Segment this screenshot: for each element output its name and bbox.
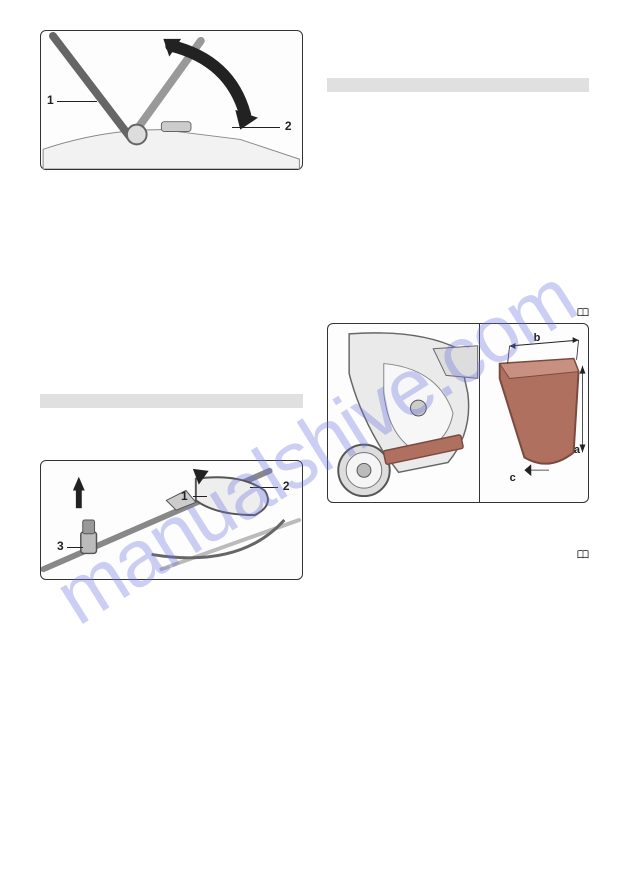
callout-3: 3 [57,539,64,553]
callout-2-line [232,127,280,128]
text-line [40,595,303,606]
section-bar-left [40,394,303,408]
text-line [327,133,590,144]
text-block-2 [40,592,303,623]
text-line [327,596,590,607]
manual-icon [577,550,589,560]
book-icon-row-1 [327,308,590,319]
text-line [327,568,590,579]
left-column: 1 2 [40,30,303,840]
callout-1-line [57,101,97,102]
text-line [327,518,590,529]
callout-2: 2 [285,119,292,133]
callout-1: 1 [47,93,54,107]
text-block-1 [40,182,303,228]
callout-1: 1 [181,489,188,503]
text-line [40,185,303,196]
text-block-r2 [327,515,590,546]
book-icon-row-2 [327,550,590,561]
figure3-right-panel: a b c [479,324,588,502]
callout-b: b [534,332,541,344]
text-line [40,213,303,224]
right-column: a b c [327,30,590,840]
callout-2: 2 [283,479,290,493]
text-block-r3 [327,565,590,611]
section-bar-right [327,78,590,92]
callout-a: a [574,444,580,456]
text-line [327,119,590,130]
figure3-left-panel [328,324,479,502]
text-line [40,609,303,620]
text-line [40,199,303,210]
spacer [327,30,590,72]
callout-c: c [510,472,516,484]
figure-start-controls: 1 2 3 [40,460,303,580]
figure2-svg [41,461,302,579]
callout-2-line [250,487,278,488]
spacer [327,228,590,308]
figure3-left-svg [328,324,479,502]
text-line [327,582,590,593]
spacer [40,228,303,308]
text-block-r1 [327,102,590,148]
manual-icon [577,308,589,318]
figure3-right-svg [480,324,588,502]
text-line [327,105,590,116]
figure1-svg [41,31,302,169]
page-columns: 1 2 [40,30,589,840]
spacer [40,418,303,460]
spacer [40,308,303,388]
text-line [327,532,590,543]
figure-blade-detail: a b c [327,323,590,503]
callout-1-line [193,496,207,497]
figure-handle-fold: 1 2 [40,30,303,170]
spacer [327,148,590,228]
callout-3-line [67,547,83,548]
